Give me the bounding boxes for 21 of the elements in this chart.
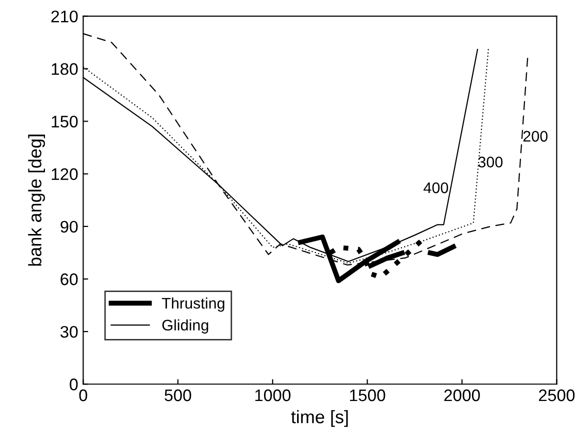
y-tick-label: 180 (52, 63, 78, 75)
legend-label: Thrusting (162, 297, 224, 312)
x-tick-label: 1500 (350, 389, 386, 402)
x-tick-label: 2000 (444, 389, 480, 402)
legend-label: Gliding (162, 319, 208, 334)
y-tick-label: 0 (70, 378, 78, 390)
y-tick-label: 30 (60, 326, 78, 338)
x-axis-title: time [s] (291, 410, 348, 427)
y-axis-title: bank angle [deg] (28, 134, 45, 266)
y-tick-label: 60 (60, 273, 78, 286)
x-tick-label: 500 (164, 389, 192, 402)
annotation: 400 (424, 182, 448, 194)
x-tick-label: 1000 (255, 389, 290, 402)
y-tick-label: 120 (52, 168, 78, 180)
annotation: 300 (478, 156, 503, 168)
y-tick-label: 150 (52, 116, 78, 128)
y-tick-label: 90 (60, 220, 78, 233)
x-tick-label: 0 (79, 389, 88, 402)
y-tick-label: 210 (51, 10, 78, 22)
x-tick-label: 2500 (539, 389, 575, 402)
annotation: 200 (523, 130, 548, 142)
